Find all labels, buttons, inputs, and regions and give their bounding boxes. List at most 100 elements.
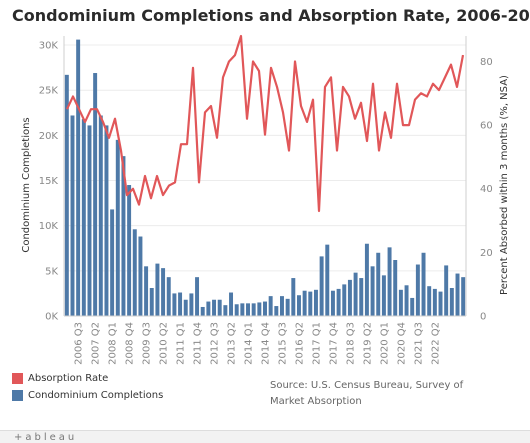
completions-bar[interactable] [93,73,98,316]
x-tick-label: 2022 Q2 [430,322,441,365]
completions-bar[interactable] [172,293,177,316]
completions-bar[interactable] [427,286,432,316]
completions-bar[interactable] [347,279,352,316]
completions-bar[interactable] [81,119,86,316]
tableau-logo: +ableau [14,432,78,443]
completions-bar[interactable] [336,288,341,316]
completions-bar[interactable] [121,156,126,316]
legend-item-absorption[interactable]: Absorption Rate [12,370,163,387]
completions-bar[interactable] [144,266,149,316]
completions-bar[interactable] [127,185,132,316]
completions-bar[interactable] [87,125,92,316]
completions-bar[interactable] [234,304,239,316]
completions-bar[interactable] [461,277,466,316]
completions-bar[interactable] [398,289,403,316]
completions-bar[interactable] [444,265,449,316]
completions-bar[interactable] [410,297,415,316]
y-left-tick-label: 0K [45,312,58,323]
completions-bar[interactable] [246,303,250,316]
legend-label-absorption: Absorption Rate [28,373,109,384]
completions-bar[interactable] [291,278,296,316]
completions-bar[interactable] [132,229,137,316]
completions-bar[interactable] [381,275,386,316]
completions-bar[interactable] [76,39,81,317]
completions-bar[interactable] [223,305,228,316]
x-tick-label: 2007 Q2 [91,322,102,365]
completions-bar[interactable] [325,244,330,316]
completions-bar[interactable] [251,303,256,316]
completions-bar[interactable] [110,209,115,316]
x-tick-label: 2016 Q2 [295,322,306,365]
y-right-tick-label: 40 [480,184,493,195]
completions-bar[interactable] [359,278,364,316]
x-tick-label: 2008 Q4 [125,322,136,365]
completions-bar[interactable] [274,306,279,316]
completions-bar[interactable] [240,303,245,316]
completions-bar[interactable] [104,125,109,316]
completions-bar[interactable] [449,288,454,316]
completions-bar[interactable] [178,292,183,316]
completions-bar[interactable] [280,296,284,316]
completions-bar[interactable] [455,273,460,316]
x-tick-label: 2009 Q3 [142,322,153,365]
completions-bar[interactable] [415,264,420,316]
legend-label-completions: Condominium Completions [28,390,164,401]
completions-bar[interactable] [296,295,301,316]
completions-bar[interactable] [155,263,160,316]
x-tick-label: 2010 Q2 [159,322,170,365]
absorption-swatch [12,373,23,384]
completions-bar[interactable] [70,115,75,316]
completions-bar[interactable] [161,268,166,316]
completions-bar[interactable] [342,284,347,316]
completions-bar[interactable] [438,291,443,316]
y-left-tick-label: 30K [39,41,59,52]
completions-bar[interactable] [189,293,194,316]
x-tick-label: 2006 Q3 [74,322,85,365]
completions-bar[interactable] [285,298,290,316]
completions-bar[interactable] [149,288,154,316]
completions-bar[interactable] [183,299,188,316]
completions-bar[interactable] [313,289,318,316]
completions-bar[interactable] [166,277,171,316]
x-tick-label: 2014 Q1 [244,322,255,365]
completions-bar[interactable] [64,74,69,316]
completions-bar[interactable] [268,296,273,316]
completions-bar[interactable] [404,285,409,316]
y-left-tick-label: 15K [39,176,59,187]
completions-bar[interactable] [195,277,200,316]
completions-bar[interactable] [421,252,426,316]
completions-bar[interactable] [319,256,324,316]
y-right-tick-label: 20 [480,248,493,259]
y-left-tick-label: 20K [39,131,59,142]
completions-bar[interactable] [200,306,205,316]
completions-bar[interactable] [432,288,437,316]
completions-bar[interactable] [263,301,267,316]
completions-bar[interactable] [308,291,313,316]
completions-bar[interactable] [353,272,358,316]
completions-bar[interactable] [217,299,222,316]
y-right-tick-label: 80 [480,57,493,68]
completions-bar[interactable] [98,115,103,316]
y-right-tick-label: 0 [480,312,486,323]
x-tick-label: 2020 Q4 [396,322,407,365]
completions-bar[interactable] [376,252,381,316]
completions-bar[interactable] [330,290,335,316]
x-tick-label: 2011 Q4 [193,322,204,365]
completions-bar[interactable] [229,292,234,316]
completions-bar[interactable] [212,299,217,316]
completions-bar[interactable] [364,243,369,316]
x-tick-label: 2017 Q4 [328,322,339,365]
completions-bar[interactable] [257,302,262,316]
completions-bar[interactable] [115,139,120,316]
source-note: Source: U.S. Census Bureau, Survey of Ma… [270,380,464,407]
completions-bar[interactable] [138,236,143,316]
completions-bar[interactable] [302,290,307,316]
y-left-tick-label: 5K [45,266,58,277]
legend-item-completions[interactable]: Condominium Completions [12,387,163,404]
x-tick-label: 2015 Q3 [278,322,289,365]
completions-bar[interactable] [370,266,375,316]
completions-bar[interactable] [387,247,392,316]
completions-bar[interactable] [206,301,211,316]
y-left-tick-label: 10K [39,221,59,232]
completions-bar[interactable] [393,260,398,316]
